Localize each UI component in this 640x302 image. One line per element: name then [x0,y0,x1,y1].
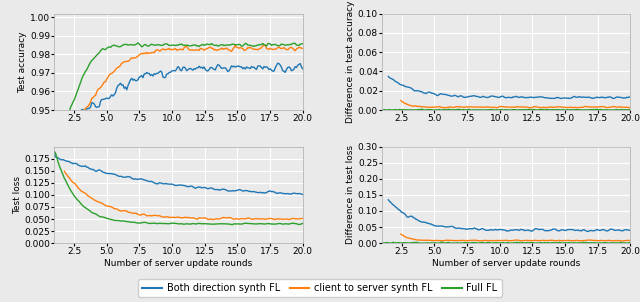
X-axis label: Number of server update rounds: Number of server update rounds [104,259,253,268]
Legend: Both direction synth FL, client to server synth FL, Full FL: Both direction synth FL, client to serve… [138,279,502,297]
Y-axis label: Difference in test loss: Difference in test loss [346,145,355,244]
X-axis label: Number of server update rounds: Number of server update rounds [432,259,580,268]
Y-axis label: Test loss: Test loss [13,176,22,214]
Y-axis label: Test accuracy: Test accuracy [19,31,28,92]
Y-axis label: Difference in test accuracy: Difference in test accuracy [346,1,355,123]
